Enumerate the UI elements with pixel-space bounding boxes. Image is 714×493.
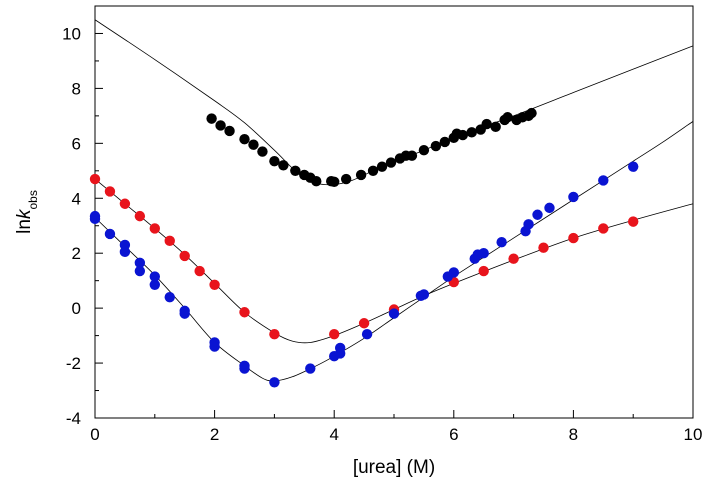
data-point-1 (329, 329, 340, 340)
data-point-2 (164, 291, 175, 303)
data-point-2 (568, 191, 579, 203)
data-point-1 (194, 265, 205, 277)
data-point-2 (361, 329, 373, 340)
data-point-1 (598, 223, 609, 234)
data-points (89, 107, 639, 388)
data-point-2 (305, 363, 316, 374)
data-point-0 (329, 176, 340, 187)
y-tick-label: -4 (66, 409, 81, 428)
data-point-0 (290, 165, 301, 176)
data-point-1 (538, 242, 549, 253)
y-axis-title-k: k (14, 208, 35, 219)
data-point-0 (526, 107, 537, 119)
data-point-0 (355, 169, 367, 181)
data-point-1 (568, 232, 579, 244)
data-point-0 (269, 155, 280, 167)
data-point-0 (248, 139, 259, 150)
data-point-1 (164, 235, 175, 247)
y-tick-label: 2 (72, 244, 81, 263)
data-point-2 (239, 363, 250, 374)
data-point-1 (104, 186, 116, 197)
data-point-2 (209, 341, 220, 352)
data-point-0 (278, 160, 289, 171)
data-point-0 (340, 173, 352, 185)
data-point-0 (406, 150, 418, 161)
data-point-0 (466, 127, 477, 138)
x-tick-label: 6 (449, 425, 458, 444)
x-tick-label: 8 (569, 425, 578, 444)
x-axis-title: [urea] (M) (353, 457, 435, 478)
y-tick-label: 4 (72, 189, 81, 208)
x-tick-label: 10 (684, 425, 703, 444)
data-point-2 (179, 308, 190, 319)
data-point-0 (206, 113, 217, 124)
data-point-1 (269, 329, 280, 340)
plot-frame (94, 5, 694, 419)
data-point-1 (179, 250, 190, 262)
data-point-2 (598, 175, 609, 186)
data-point-2 (448, 267, 459, 278)
data-point-1 (134, 210, 146, 222)
data-point-0 (224, 125, 235, 137)
data-point-0 (439, 136, 451, 148)
data-point-0 (502, 112, 513, 123)
x-tick-label: 4 (329, 425, 338, 444)
y-tick-label: 10 (62, 24, 81, 43)
data-point-0 (239, 134, 250, 145)
data-point-1 (628, 216, 639, 227)
data-point-2 (269, 377, 280, 388)
y-axis-title: lnkobs (14, 190, 40, 234)
data-point-2 (544, 202, 555, 214)
y-axis-title-sub: obs (26, 190, 40, 209)
data-point-0 (457, 129, 468, 141)
data-point-2 (523, 219, 534, 230)
data-point-1 (358, 318, 370, 329)
data-point-2 (388, 308, 400, 319)
data-point-0 (376, 161, 388, 172)
fit-lines (94, 19, 694, 382)
data-point-0 (385, 157, 397, 168)
data-point-1 (119, 198, 131, 209)
data-point-2 (334, 342, 346, 354)
data-point-0 (311, 176, 322, 187)
y-tick-label: 0 (72, 299, 81, 318)
data-point-0 (490, 121, 501, 133)
y-tick-label: 8 (72, 79, 81, 98)
y-tick-label: -2 (66, 354, 81, 373)
y-tick-label: 6 (72, 134, 81, 153)
data-point-2 (119, 246, 131, 258)
data-point-1 (508, 253, 519, 264)
data-point-0 (367, 165, 379, 176)
data-point-1 (89, 173, 101, 185)
data-point-2 (478, 248, 489, 259)
data-point-2 (134, 257, 146, 269)
data-point-1 (209, 279, 220, 290)
data-point-1 (478, 265, 489, 277)
data-point-2 (496, 237, 507, 248)
data-point-2 (149, 279, 160, 290)
data-point-0 (257, 146, 268, 157)
x-tick-label: 2 (210, 425, 219, 444)
axis-ticks: 0 2 4 6 8 10 -4 -2 0 2 4 6 8 10 (62, 5, 703, 444)
data-point-2 (104, 228, 116, 240)
data-point-0 (481, 118, 492, 130)
data-point-2 (628, 161, 639, 172)
x-tick-label: 0 (90, 425, 99, 444)
data-point-1 (239, 307, 250, 318)
y-axis-title-ln: ln (14, 219, 35, 234)
data-point-2 (134, 265, 146, 277)
data-point-2 (149, 271, 160, 282)
data-point-2 (418, 289, 430, 300)
data-point-0 (418, 145, 430, 156)
data-point-1 (149, 223, 160, 234)
data-point-0 (430, 140, 442, 152)
data-point-2 (532, 209, 543, 220)
data-point-2 (89, 213, 101, 225)
data-point-0 (215, 120, 226, 131)
